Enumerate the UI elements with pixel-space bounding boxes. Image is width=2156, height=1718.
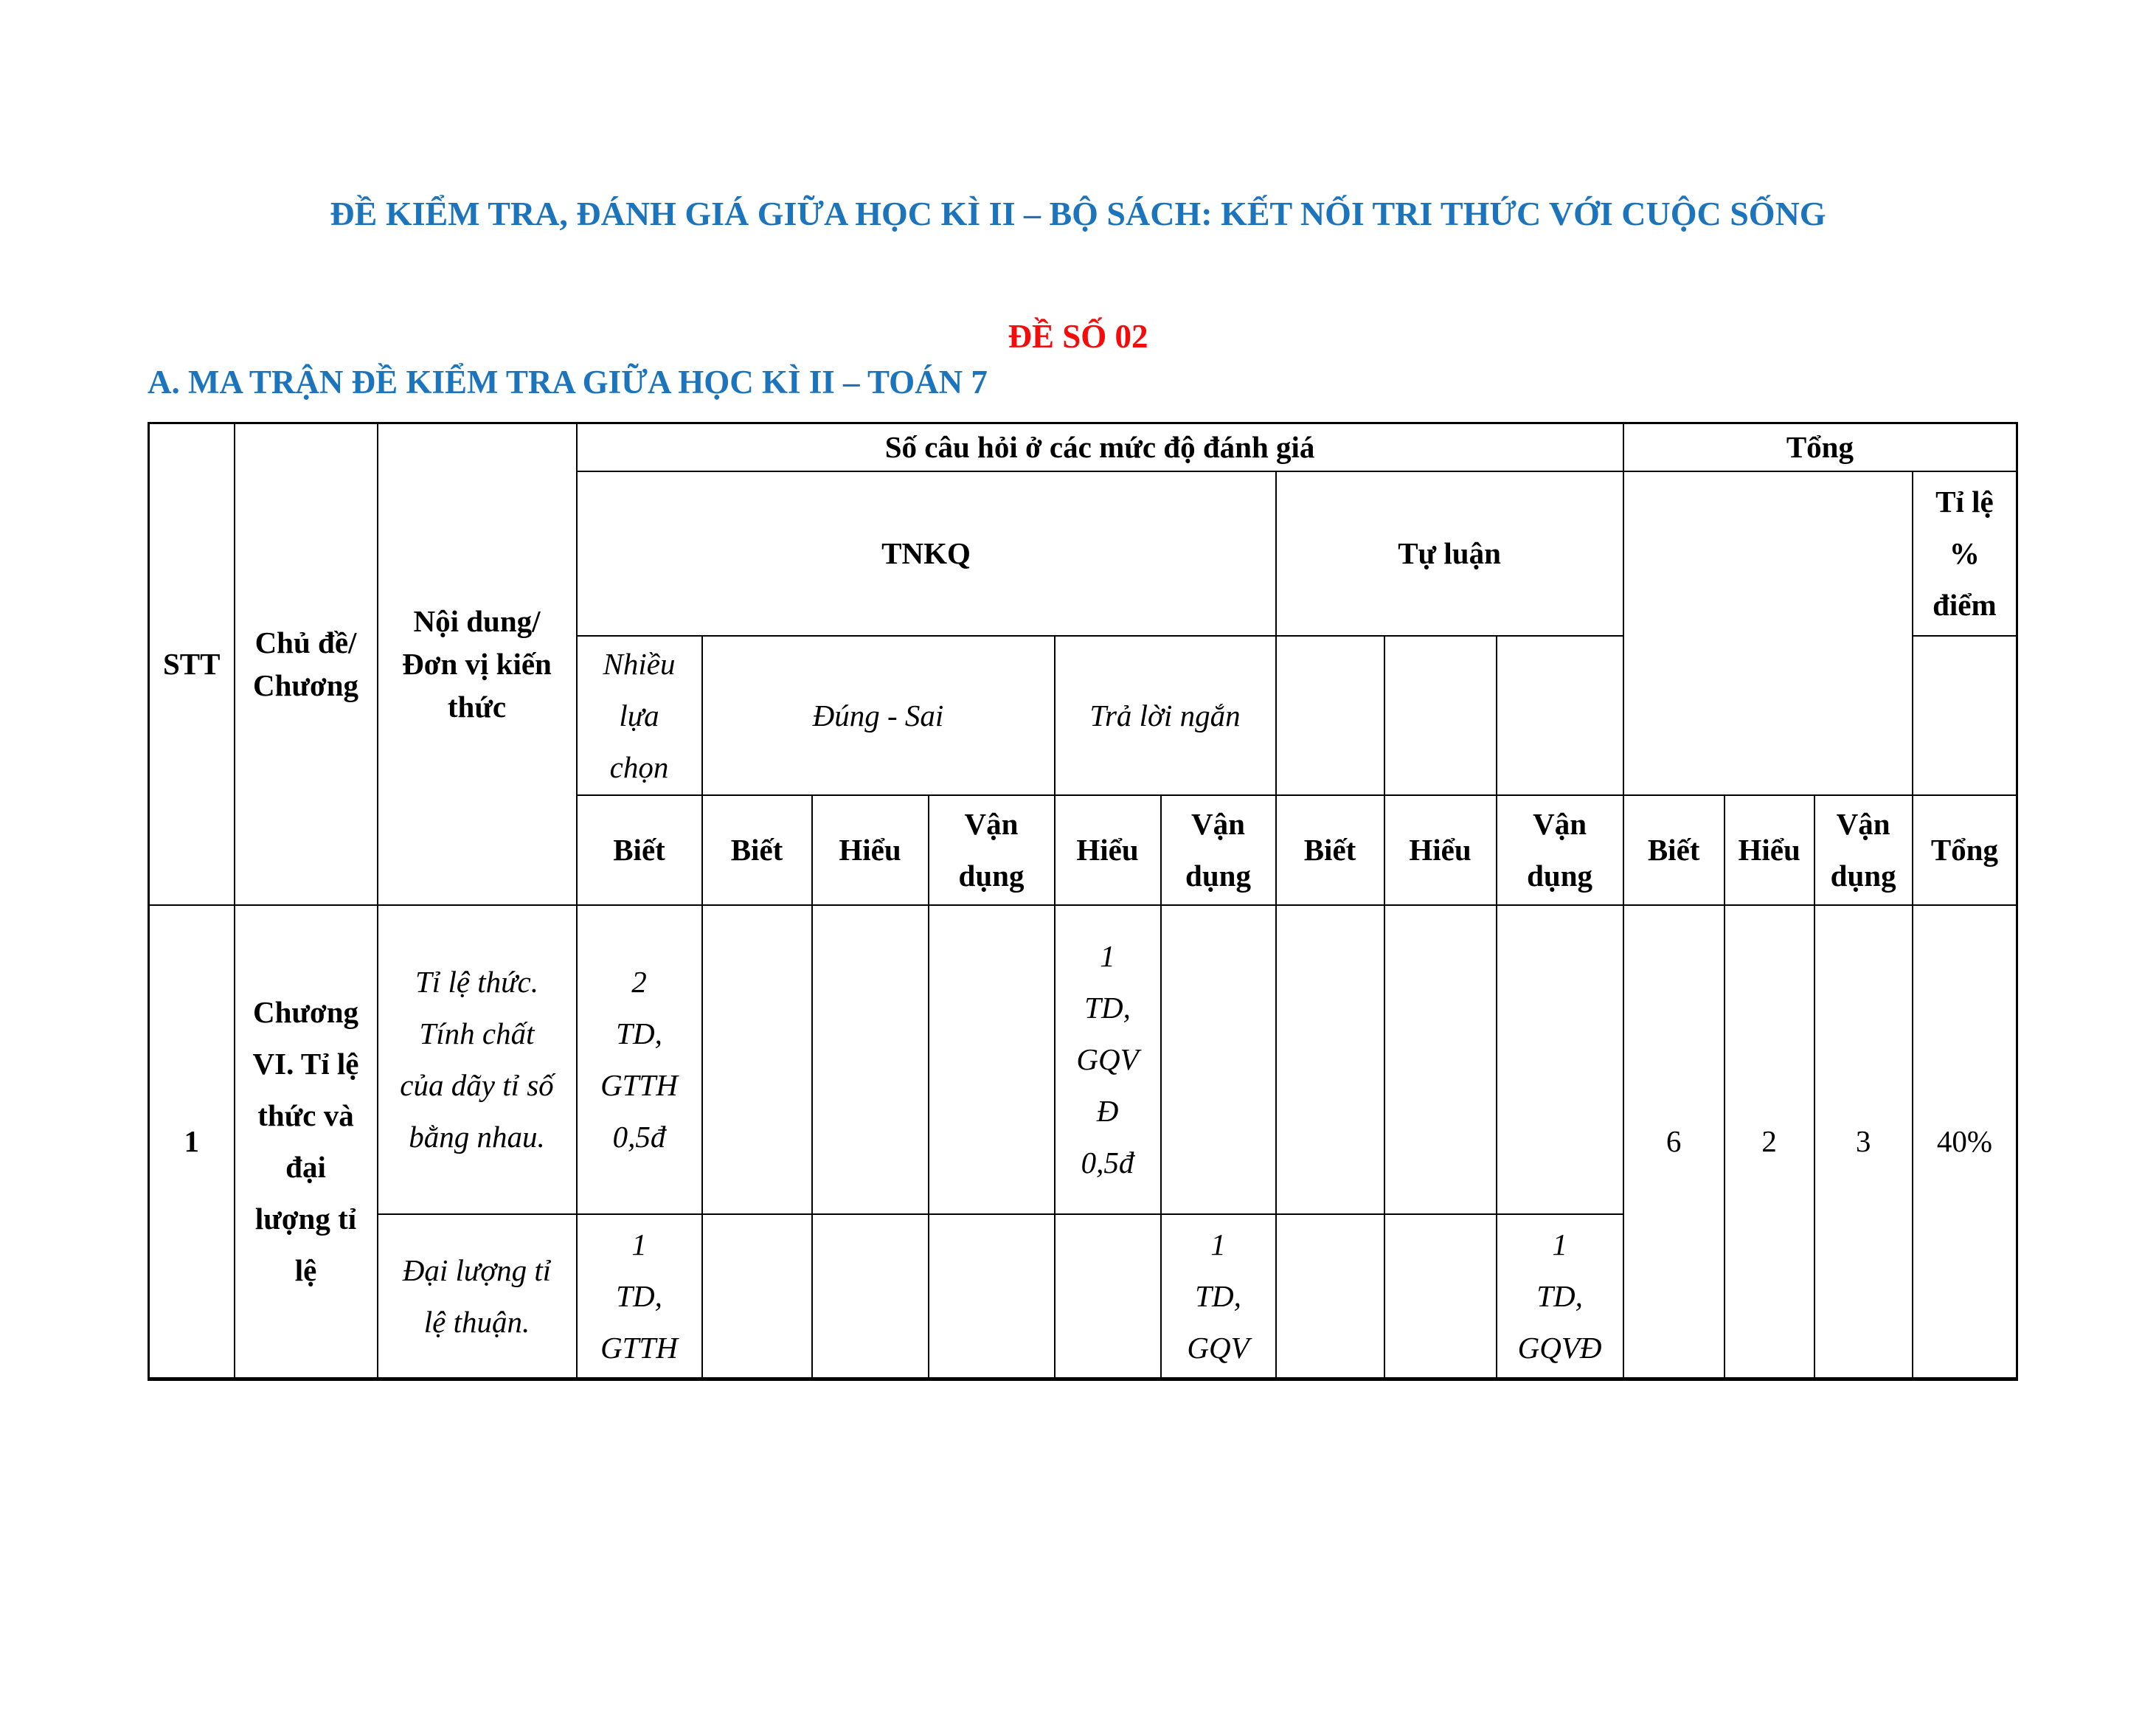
empty-cell — [1495, 634, 1624, 796]
header-tl-van-dung: Vận dụng — [1495, 794, 1624, 906]
cell-r1-nlc-biet: 2 TD, GTTH 0,5đ — [575, 904, 703, 1215]
header-tong-van-dung: Vận dụng — [1813, 794, 1913, 906]
cell-stt: 1 — [148, 904, 235, 1380]
header-tnkq: TNKQ — [575, 470, 1277, 637]
cell-tong-van-dung: 3 — [1813, 904, 1913, 1380]
empty-cell — [1275, 634, 1385, 796]
empty-cell — [1275, 904, 1385, 1215]
empty-cell — [1911, 634, 2018, 796]
cell-tong-hieu: 2 — [1723, 904, 1815, 1380]
exam-number-subtitle: ĐỀ SỐ 02 — [1008, 318, 1148, 355]
cell-r2-tln-van-dung: 1 TD, GQV — [1160, 1213, 1277, 1380]
header-dung-sai: Đúng - Sai — [701, 634, 1056, 796]
empty-cell — [1495, 904, 1624, 1215]
cell-r2-noi-dung: Đại lượng tỉ lệ thuận. — [376, 1213, 578, 1380]
header-noi-dung: Nội dung/Đơn vị kiến thức — [376, 422, 578, 906]
cell-tong-biet: 6 — [1622, 904, 1725, 1380]
header-tu-luan: Tự luận — [1275, 470, 1624, 637]
header-tln-hieu: Hiểu — [1053, 794, 1162, 906]
empty-cell — [701, 904, 813, 1215]
header-tong-group: Tổng — [1622, 422, 2018, 472]
header-tong-blank-cell — [1622, 470, 1913, 796]
empty-cell — [1383, 904, 1497, 1215]
header-ds-van-dung: Vận dụng — [927, 794, 1056, 906]
page-title: ĐỀ KIỂM TRA, ĐÁNH GIÁ GIỮA HỌC KÌ II – B… — [330, 195, 1826, 232]
exam-matrix-table: STT Chủ đề/Chương Nội dung/Đơn vị kiến th… — [148, 422, 2019, 1381]
empty-cell — [927, 1213, 1056, 1380]
header-ds-biet: Biết — [701, 794, 813, 906]
header-tra-loi-ngan: Trả lời ngắn — [1053, 634, 1277, 796]
empty-cell — [1160, 904, 1277, 1215]
header-tln-van-dung: Vận dụng — [1160, 794, 1277, 906]
cell-ti-le-diem: 40% — [1911, 904, 2018, 1380]
empty-cell — [811, 904, 929, 1215]
header-tl-hieu: Hiểu — [1383, 794, 1497, 906]
header-ti-le-diem: Tỉ lệ% điểm — [1911, 470, 2018, 637]
empty-cell — [701, 1213, 813, 1380]
cell-r2-tl-van-dung: 1 TD, GQVĐ — [1495, 1213, 1624, 1380]
header-nlc-biet: Biết — [575, 794, 703, 906]
document-page: { "page": { "title": "ĐỀ KIỂM TRA, ĐÁNH … — [0, 193, 2156, 1718]
header-so-cau-hoi: Số câu hỏi ở các mức độ đánh giá — [575, 422, 1624, 472]
header-ds-hieu: Hiểu — [811, 794, 929, 906]
empty-cell — [1053, 1213, 1162, 1380]
empty-cell — [927, 904, 1056, 1215]
section-a-heading: A. MA TRẬN ĐỀ KIỂM TRA GIỮA HỌC KÌ II – … — [148, 364, 988, 401]
cell-r1-tln-hieu: 1 TD, GQV Đ 0,5đ — [1053, 904, 1162, 1215]
header-tong-hieu: Hiểu — [1723, 794, 1815, 906]
header-tong-col: Tổng — [1911, 794, 2018, 906]
header-chu-de: Chủ đề/Chương — [233, 422, 378, 906]
empty-cell — [1383, 634, 1497, 796]
empty-cell — [1383, 1213, 1497, 1380]
header-nhieu-lua-chon: Nhiều lựa chọn — [575, 634, 703, 796]
cell-r2-nlc-biet: 1 TD, GTTH — [575, 1213, 703, 1380]
header-stt: STT — [148, 422, 235, 906]
cell-chuong: Chương VI. Tỉ lệ thức và đại lượng tỉ lệ — [233, 904, 378, 1380]
header-tong-biet: Biết — [1622, 794, 1725, 906]
cell-r1-noi-dung: Tỉ lệ thức. Tính chất của dãy tỉ số bằng nh… — [376, 904, 578, 1215]
header-tl-biet: Biết — [1275, 794, 1385, 906]
empty-cell — [1275, 1213, 1385, 1380]
empty-cell — [811, 1213, 929, 1380]
